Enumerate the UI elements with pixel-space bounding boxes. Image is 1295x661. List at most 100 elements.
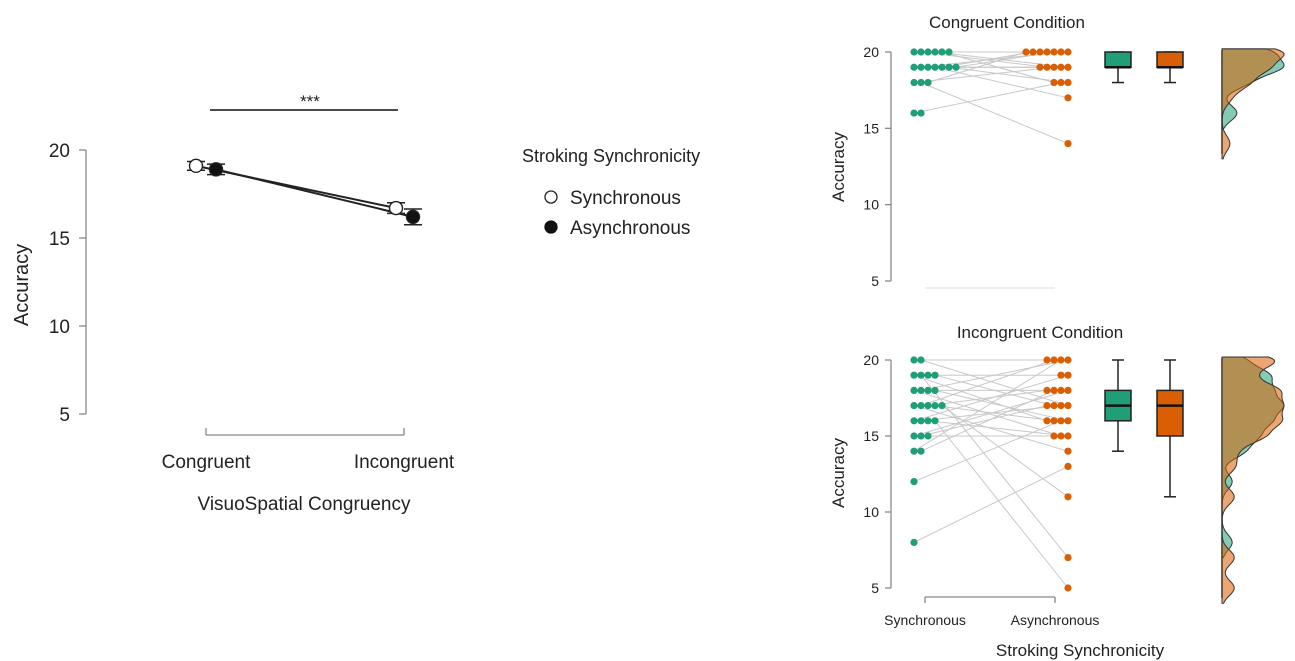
p2-point-asynchronous <box>1064 462 1072 470</box>
p2-pair-line <box>913 374 1069 422</box>
p2-point-asynchronous <box>1043 417 1051 425</box>
p1-box-asynchronous <box>1156 51 1184 69</box>
p2-point-asynchronous <box>1064 432 1072 440</box>
p2-y-tick-label-5: 5 <box>871 580 879 596</box>
p2-pair-line <box>913 420 1062 483</box>
left-y-ticks: 5 10 15 20 <box>49 141 86 426</box>
p1-point-asynchronous <box>1057 63 1065 71</box>
congruent-panel-title: Congruent Condition <box>929 13 1085 32</box>
congruent-densities <box>1221 48 1285 160</box>
congruent-panel: Congruent Condition Accuracy 5 10 15 20 <box>829 13 1285 289</box>
p2-pair-line <box>920 359 1069 407</box>
incongruent-x-tick-label-synchronous: Synchronous <box>884 612 966 628</box>
p2-point-synchronous <box>924 402 932 410</box>
p1-point-asynchronous <box>1064 63 1072 71</box>
p2-point-synchronous <box>938 402 946 410</box>
interaction-plot: Accuracy 5 10 15 20 Congruent Incongruent V… <box>11 92 455 515</box>
p2-point-asynchronous <box>1064 554 1072 562</box>
p2-pair-line <box>913 359 1062 452</box>
p2-pair-line <box>920 359 1069 391</box>
p2-pair-line <box>913 465 1069 543</box>
p1-point-synchronous <box>910 48 918 56</box>
p1-point-synchronous <box>917 48 925 56</box>
p1-point-asynchronous <box>1029 48 1037 56</box>
p1-y-tick-label-10: 10 <box>863 197 879 213</box>
p1-pair-line <box>934 66 1069 99</box>
p1-point-synchronous <box>917 78 925 87</box>
left-point-synchronous-incongruent <box>388 200 404 216</box>
p2-pair-line <box>913 374 1048 422</box>
p2-point-synchronous <box>917 386 925 394</box>
p1-pair-line <box>920 82 1069 145</box>
p2-point-synchronous <box>917 402 925 410</box>
p1-point-asynchronous <box>1057 48 1065 56</box>
p2-point-synchronous <box>931 371 939 379</box>
p2-point-synchronous <box>917 356 925 364</box>
p2-point-synchronous <box>924 386 932 394</box>
p1-point-synchronous <box>931 48 939 56</box>
p1-y-tick-label-5: 5 <box>871 273 879 289</box>
p1-point-synchronous <box>917 63 925 71</box>
p2-point-asynchronous <box>1057 386 1065 394</box>
p2-point-asynchronous <box>1064 584 1072 592</box>
p2-point-asynchronous <box>1064 402 1072 410</box>
p2-point-asynchronous <box>1043 356 1051 364</box>
p2-y-tick-label-20: 20 <box>863 352 879 368</box>
p1-point-synchronous <box>938 48 946 56</box>
left-x-tick-label-incongruent: Incongruent <box>354 452 455 473</box>
p2-point-synchronous <box>910 356 918 364</box>
p2-point-synchronous <box>910 432 918 440</box>
p1-point-synchronous <box>945 63 953 71</box>
p2-pair-line <box>934 389 1069 422</box>
p2-point-asynchronous <box>1064 371 1072 379</box>
left-point-asynchronous-incongruent <box>405 209 421 225</box>
incongruent-y-ticks: 5 10 15 20 <box>863 352 891 596</box>
p2-point-synchronous <box>931 417 939 425</box>
incongruent-y-axis-label: Accuracy <box>829 438 848 508</box>
incongruent-boxplots <box>1104 359 1184 498</box>
p2-point-synchronous <box>924 417 932 425</box>
p2-y-tick-label-10: 10 <box>863 504 879 520</box>
congruent-y-ticks: 5 10 15 20 <box>863 44 891 289</box>
p1-point-synchronous <box>917 109 925 117</box>
p1-point-synchronous <box>924 63 932 71</box>
p2-point-synchronous <box>924 432 932 440</box>
p1-point-asynchronous <box>1043 63 1051 71</box>
p1-point-synchronous <box>910 109 918 117</box>
incongruent-densities <box>1221 356 1285 604</box>
p2-point-asynchronous <box>1057 356 1065 364</box>
p2-pair-line <box>920 405 1048 437</box>
p1-point-synchronous <box>924 78 932 87</box>
p2-pair-line <box>927 420 1069 437</box>
left-point-synchronous-congruent <box>188 158 204 174</box>
legend-label-asynchronous: Asynchronous <box>570 218 690 239</box>
p1-point-asynchronous <box>1036 48 1044 56</box>
p2-point-asynchronous <box>1057 402 1065 410</box>
p1-pair-line <box>913 82 1062 114</box>
legend-title: Stroking Synchronicity <box>522 146 700 166</box>
significance-stars: *** <box>300 92 320 111</box>
legend-marker-asynchronous <box>544 220 558 234</box>
p2-point-asynchronous <box>1057 432 1065 440</box>
p2-point-synchronous <box>917 417 925 425</box>
p2-pair-line <box>934 420 1069 589</box>
p2-point-asynchronous <box>1050 402 1058 410</box>
p1-point-synchronous <box>952 63 960 71</box>
p1-y-tick-label-15: 15 <box>863 120 879 136</box>
p1-point-asynchronous <box>1064 48 1072 56</box>
p2-pair-line <box>920 389 1055 452</box>
p2-box-asynchronous <box>1156 389 1184 437</box>
p1-point-asynchronous <box>1057 78 1065 87</box>
p2-point-asynchronous <box>1050 432 1058 440</box>
incongruent-panel: Incongruent Condition Accuracy Synchrono… <box>829 323 1285 660</box>
left-series-line-synchronous <box>195 164 397 210</box>
p2-point-synchronous <box>924 371 932 379</box>
left-series <box>187 158 422 226</box>
p2-point-asynchronous <box>1050 386 1058 394</box>
congruent-points <box>910 48 1072 148</box>
p2-point-synchronous <box>910 417 918 425</box>
p1-point-asynchronous <box>1050 63 1058 71</box>
p1-y-tick-label-20: 20 <box>863 44 879 60</box>
incongruent-x-tick-label-asynchronous: Asynchronous <box>1011 612 1100 628</box>
